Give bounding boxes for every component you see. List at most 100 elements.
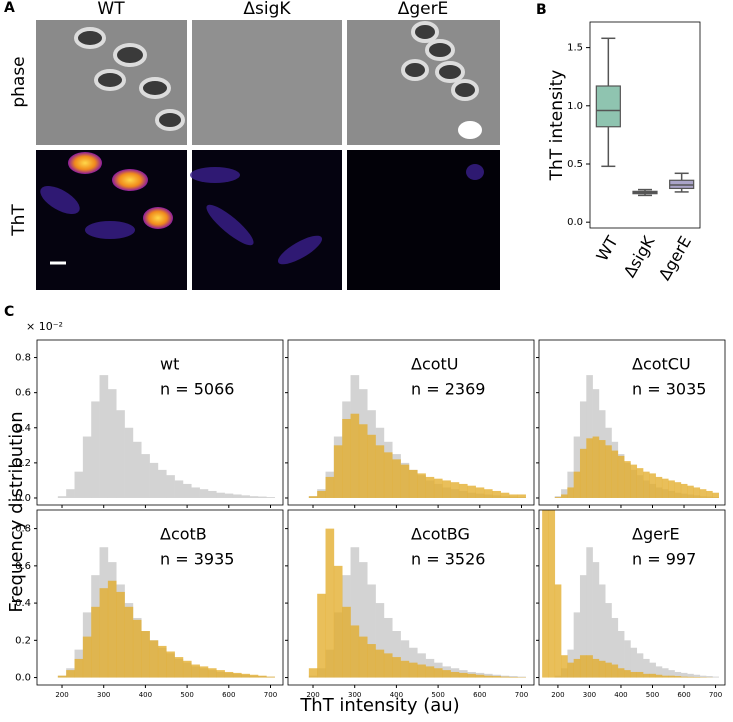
histogram-bar — [232, 494, 242, 498]
histogram-bar — [358, 424, 368, 498]
histogram-panel — [308, 528, 526, 678]
histogram-bar — [99, 588, 109, 678]
y-tick-label: 0.0 — [15, 493, 31, 504]
cells — [74, 21, 479, 131]
y-tick-label: 0.0 — [567, 217, 583, 228]
histogram-bar — [74, 471, 84, 498]
x-tick-label: ΔgerE — [655, 233, 695, 284]
series-name: ΔgerE — [632, 525, 680, 544]
histogram-bar — [712, 492, 719, 498]
histogram-bar — [636, 468, 644, 498]
histogram-bar — [383, 653, 393, 678]
histogram-bar — [674, 482, 682, 498]
histogram-bar — [325, 476, 335, 498]
histogram-bar — [350, 625, 360, 678]
histogram-bar — [224, 493, 234, 498]
histogram-bar — [166, 651, 175, 678]
histogram-bar — [116, 410, 125, 498]
panel-frame — [538, 339, 726, 506]
histogram-bar — [383, 452, 393, 498]
histogram-bar — [232, 672, 242, 678]
cells — [40, 164, 484, 265]
histogram-bar — [624, 461, 631, 498]
histogram-bar — [207, 490, 217, 498]
histogram-bar — [116, 591, 125, 678]
histogram-bar — [467, 673, 476, 678]
y-tick-label: 0.6 — [15, 388, 31, 399]
n-label: n = 3526 — [411, 550, 485, 569]
x-tick-label: 200 — [55, 691, 68, 699]
histogram-bar — [157, 469, 167, 498]
histogram-bar — [636, 671, 644, 678]
histogram-bar — [241, 673, 250, 678]
histogram-bar — [91, 606, 100, 678]
panel-label: A — [4, 0, 15, 16]
histogram-bar — [400, 660, 410, 678]
histogram-bar — [611, 450, 619, 498]
x-tick-label: 600 — [677, 691, 690, 699]
histogram-bar — [333, 565, 343, 678]
histogram-bar — [643, 658, 650, 678]
histogram-bar — [99, 375, 109, 498]
histogram-bar — [107, 389, 117, 498]
x-tick-label: ΔsigK — [620, 232, 659, 280]
y-tick-label: 0.0 — [15, 673, 31, 684]
x-tick-label: 300 — [348, 691, 361, 699]
panel-label: C — [4, 304, 14, 320]
histogram-bar — [649, 662, 656, 678]
histogram-bar — [687, 676, 694, 678]
histogram-bar — [191, 664, 200, 678]
x-tick-label: 600 — [473, 691, 486, 699]
histogram-bar — [630, 647, 638, 678]
histogram-bar — [317, 593, 326, 678]
histogram-bar — [598, 660, 606, 678]
histogram-bar — [598, 584, 606, 678]
column-label: WT — [97, 0, 125, 19]
histogram-bar — [592, 436, 600, 498]
x-tick-label: WT — [592, 233, 621, 265]
histogram-bar — [266, 676, 275, 678]
histogram-bar — [91, 401, 100, 498]
histogram-bar — [643, 673, 650, 678]
histogram-bar — [458, 483, 468, 498]
histogram-bar — [442, 480, 451, 498]
histogram-bar — [542, 510, 549, 678]
x-axis-label: ThT intensity (au) — [299, 695, 459, 716]
panel-label: B — [536, 2, 547, 18]
histogram-bar — [182, 660, 192, 678]
histogram-bar — [567, 487, 574, 498]
histogram-bar — [561, 489, 568, 498]
histogram-bar — [680, 672, 688, 678]
histogram-bar — [383, 617, 393, 678]
x-tick-label: 500 — [646, 691, 659, 699]
histogram-bar — [483, 675, 493, 678]
y-tick-label: 0.6 — [15, 561, 31, 572]
histogram-bar — [124, 427, 134, 498]
histogram-bar — [712, 676, 719, 678]
histogram-bar — [586, 655, 593, 678]
histogram-bar — [475, 674, 485, 678]
histogram-bar — [342, 606, 351, 678]
histogram-bar — [207, 668, 217, 678]
histogram-panel — [57, 375, 275, 498]
n-label: n = 3935 — [160, 550, 234, 569]
histogram-bar — [624, 670, 631, 678]
histogram-panel — [308, 375, 526, 498]
histogram-panel — [57, 547, 275, 678]
histogram-bar — [668, 670, 675, 678]
y-tick-label: 0.2 — [15, 458, 31, 469]
histogram-bar — [561, 494, 568, 498]
histogram-bar — [317, 490, 326, 498]
histogram-bar — [66, 670, 75, 678]
histogram-bar — [82, 636, 92, 678]
histogram-bar — [492, 676, 501, 678]
x-tick-label: 400 — [139, 691, 152, 699]
histogram-bar — [655, 476, 663, 498]
histogram-bar — [687, 485, 694, 498]
histogram-bar — [433, 478, 443, 498]
x-tick-label: 400 — [614, 691, 627, 699]
y-tick-label: 0.5 — [567, 159, 583, 170]
histogram-bar — [400, 640, 410, 678]
histogram-bar — [199, 666, 209, 678]
